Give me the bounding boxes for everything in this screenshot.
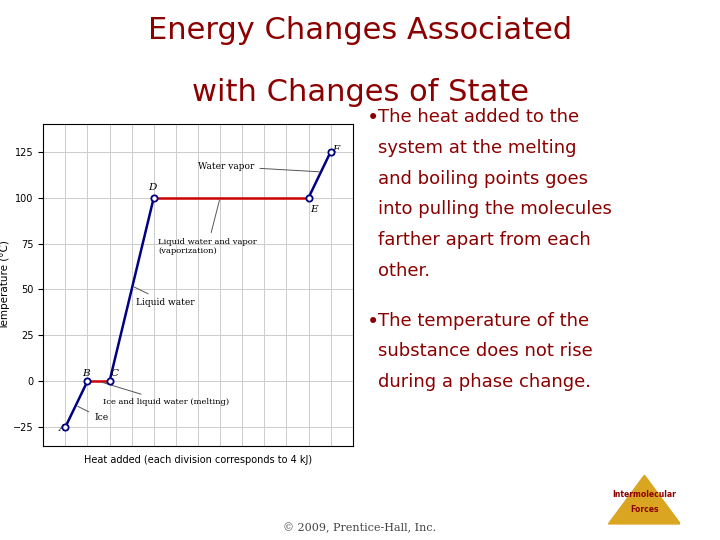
Text: substance does not rise: substance does not rise: [378, 342, 593, 360]
Polygon shape: [608, 475, 680, 524]
Text: Liquid water and vapor
(vaporization): Liquid water and vapor (vaporization): [158, 200, 257, 255]
Text: F: F: [332, 145, 339, 153]
Text: Water vapor: Water vapor: [198, 162, 319, 172]
Text: D: D: [148, 183, 157, 192]
Text: Ice and liquid water (melting): Ice and liquid water (melting): [101, 382, 229, 406]
Text: The heat added to the: The heat added to the: [378, 108, 579, 126]
Text: •: •: [367, 108, 379, 128]
Text: Energy Changes Associated: Energy Changes Associated: [148, 16, 572, 45]
Text: Ice: Ice: [78, 406, 108, 422]
Text: © 2009, Prentice-Hall, Inc.: © 2009, Prentice-Hall, Inc.: [284, 523, 436, 534]
Text: •: •: [367, 312, 379, 332]
Text: into pulling the molecules: into pulling the molecules: [378, 200, 612, 218]
X-axis label: Heat added (each division corresponds to 4 kJ): Heat added (each division corresponds to…: [84, 455, 312, 464]
Text: and boiling points goes: and boiling points goes: [378, 170, 588, 187]
Text: A: A: [58, 424, 66, 433]
Text: other.: other.: [378, 262, 430, 280]
Text: with Changes of State: with Changes of State: [192, 78, 528, 107]
Text: Intermolecular: Intermolecular: [613, 490, 676, 498]
Text: Forces: Forces: [630, 505, 659, 514]
Text: The temperature of the: The temperature of the: [378, 312, 589, 329]
Y-axis label: Temperature (°C): Temperature (°C): [0, 240, 10, 330]
Text: C: C: [111, 369, 119, 377]
Text: during a phase change.: during a phase change.: [378, 373, 591, 391]
Text: system at the melting: system at the melting: [378, 139, 577, 157]
Text: B: B: [82, 369, 89, 377]
Text: E: E: [310, 205, 318, 214]
Text: Liquid water: Liquid water: [134, 287, 194, 307]
Text: farther apart from each: farther apart from each: [378, 231, 590, 249]
